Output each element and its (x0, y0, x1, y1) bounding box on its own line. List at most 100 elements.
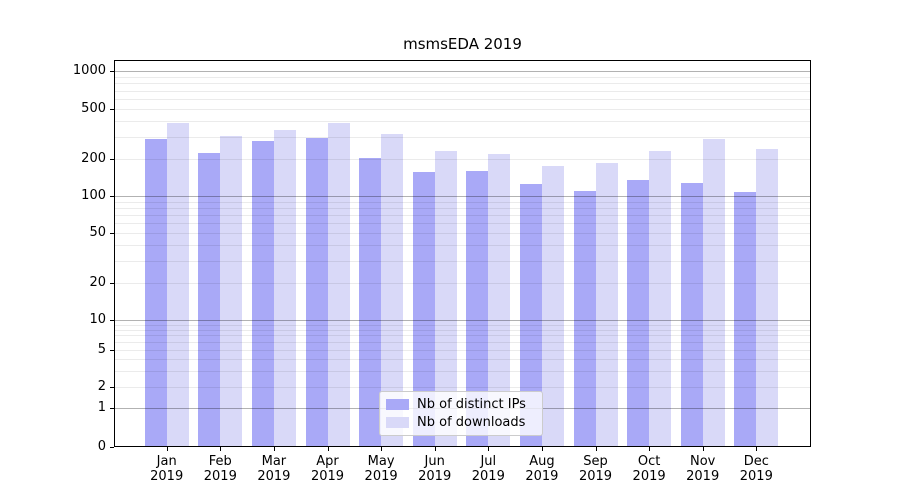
y-tick-mark-200 (110, 159, 114, 160)
bar-downloads-aug (541, 166, 564, 447)
y-tick-label-1000: 1000 (72, 63, 106, 78)
x-tick-year: 2019 (418, 469, 452, 484)
x-tick-month: Jul (480, 454, 497, 469)
x-tick-label-oct: Oct 2019 (622, 454, 676, 484)
legend-swatch-downloads (386, 417, 409, 428)
y-tick-label-500: 500 (81, 101, 106, 116)
gridline-minor-6 (114, 342, 811, 343)
y-tick-mark-1000 (110, 71, 114, 72)
x-tick-month: Dec (743, 454, 769, 469)
x-tick-mark-aug (541, 447, 543, 451)
legend-label: Nb of distinct IPs (417, 397, 526, 412)
x-tick-mark-dec (756, 447, 758, 451)
x-tick-month: Jun (424, 454, 445, 469)
gridline-minor-60 (114, 223, 811, 224)
gridline-minor-7 (114, 335, 811, 336)
bar-downloads-feb (220, 135, 243, 447)
gridline-minor-80 (114, 208, 811, 209)
gridline-minor-700 (114, 91, 811, 92)
bar-downloads-jul (488, 154, 511, 447)
x-tick-label-nov: Nov 2019 (676, 454, 730, 484)
bar-downloads-nov (702, 138, 725, 447)
gridline-minor-3 (114, 371, 811, 372)
gridline-minor-20 (114, 283, 811, 284)
x-tick-label-jun: Jun 2019 (408, 454, 462, 484)
gridline-minor-900 (114, 77, 811, 78)
bar-downloads-may (381, 133, 404, 447)
bar-ips-feb (198, 152, 221, 447)
x-tick-label-jan: Jan 2019 (140, 454, 194, 484)
gridline-minor-50 (114, 233, 811, 234)
y-tick-mark-50 (110, 233, 114, 234)
x-tick-mark-oct (649, 447, 651, 451)
x-tick-mark-feb (220, 447, 222, 451)
gridline-minor-40 (114, 245, 811, 246)
bar-downloads-jun (434, 150, 457, 447)
x-tick-month: Mar (261, 454, 287, 469)
x-tick-label-feb: Feb 2019 (193, 454, 247, 484)
legend-item-distinct-ips: Nb of distinct IPs (386, 397, 536, 412)
x-tick-mark-sep (595, 447, 597, 451)
gridline-minor-500 (114, 109, 811, 110)
x-tick-month: Feb (208, 454, 232, 469)
bar-ips-dec (734, 191, 757, 447)
legend: Nb of distinct IPs Nb of downloads (379, 391, 543, 436)
bar-ips-nov (680, 182, 703, 447)
bar-downloads-dec (756, 148, 779, 447)
y-tick-label-50: 50 (89, 225, 106, 240)
y-tick-label-5: 5 (97, 342, 106, 357)
bar-ips-apr (305, 137, 328, 447)
x-tick-year: 2019 (257, 469, 291, 484)
x-tick-mark-apr (327, 447, 329, 451)
x-tick-year: 2019 (203, 469, 237, 484)
x-tick-year: 2019 (310, 469, 345, 484)
gridline-minor-30 (114, 261, 811, 262)
y-tick-label-20: 20 (89, 275, 106, 290)
bar-ips-may (359, 157, 382, 447)
x-tick-month: Sep (583, 454, 608, 469)
x-tick-year: 2019 (739, 469, 773, 484)
x-tick-year: 2019 (525, 469, 559, 484)
x-tick-year: 2019 (364, 469, 398, 484)
x-tick-label-aug: Aug 2019 (515, 454, 569, 484)
x-tick-month: Oct (637, 454, 661, 469)
bar-downloads-jan (166, 122, 189, 447)
bar-downloads-mar (273, 130, 296, 447)
y-tick-label-200: 200 (81, 151, 106, 166)
legend-label: Nb of downloads (417, 415, 526, 430)
y-tick-mark-1 (110, 408, 114, 409)
y-tick-mark-100 (110, 196, 114, 197)
x-tick-mark-jul (488, 447, 490, 451)
gridline-major-10 (114, 320, 811, 321)
gridline-minor-200 (114, 159, 811, 160)
x-tick-label-dec: Dec 2019 (729, 454, 783, 484)
x-tick-month: Nov (690, 454, 716, 469)
bar-ips-jan (144, 139, 167, 447)
x-tick-mark-nov (702, 447, 704, 451)
gridline-minor-800 (114, 83, 811, 84)
bar-downloads-oct (649, 150, 672, 447)
gridline-minor-90 (114, 202, 811, 203)
y-tick-mark-2 (110, 387, 114, 388)
x-tick-year: 2019 (471, 469, 505, 484)
bar-ips-jul (466, 171, 489, 447)
y-tick-label-1: 1 (97, 400, 106, 415)
gridline-minor-2 (114, 387, 811, 388)
y-tick-mark-20 (110, 283, 114, 284)
gridline-minor-400 (114, 121, 811, 122)
x-tick-mark-mar (273, 447, 275, 451)
y-tick-label-10: 10 (89, 312, 106, 327)
bar-ips-jun (412, 171, 435, 447)
gridline-minor-5 (114, 350, 811, 351)
x-tick-month: Jan (156, 454, 177, 469)
bar-downloads-sep (595, 163, 618, 447)
gridline-minor-70 (114, 215, 811, 216)
gridline-minor-8 (114, 330, 811, 331)
y-tick-mark-0 (110, 447, 114, 448)
y-tick-mark-5 (110, 350, 114, 351)
bar-ips-mar (251, 140, 274, 447)
y-tick-mark-500 (110, 109, 114, 110)
gridline-major-1000 (114, 71, 811, 72)
bar-ips-aug (519, 183, 542, 447)
